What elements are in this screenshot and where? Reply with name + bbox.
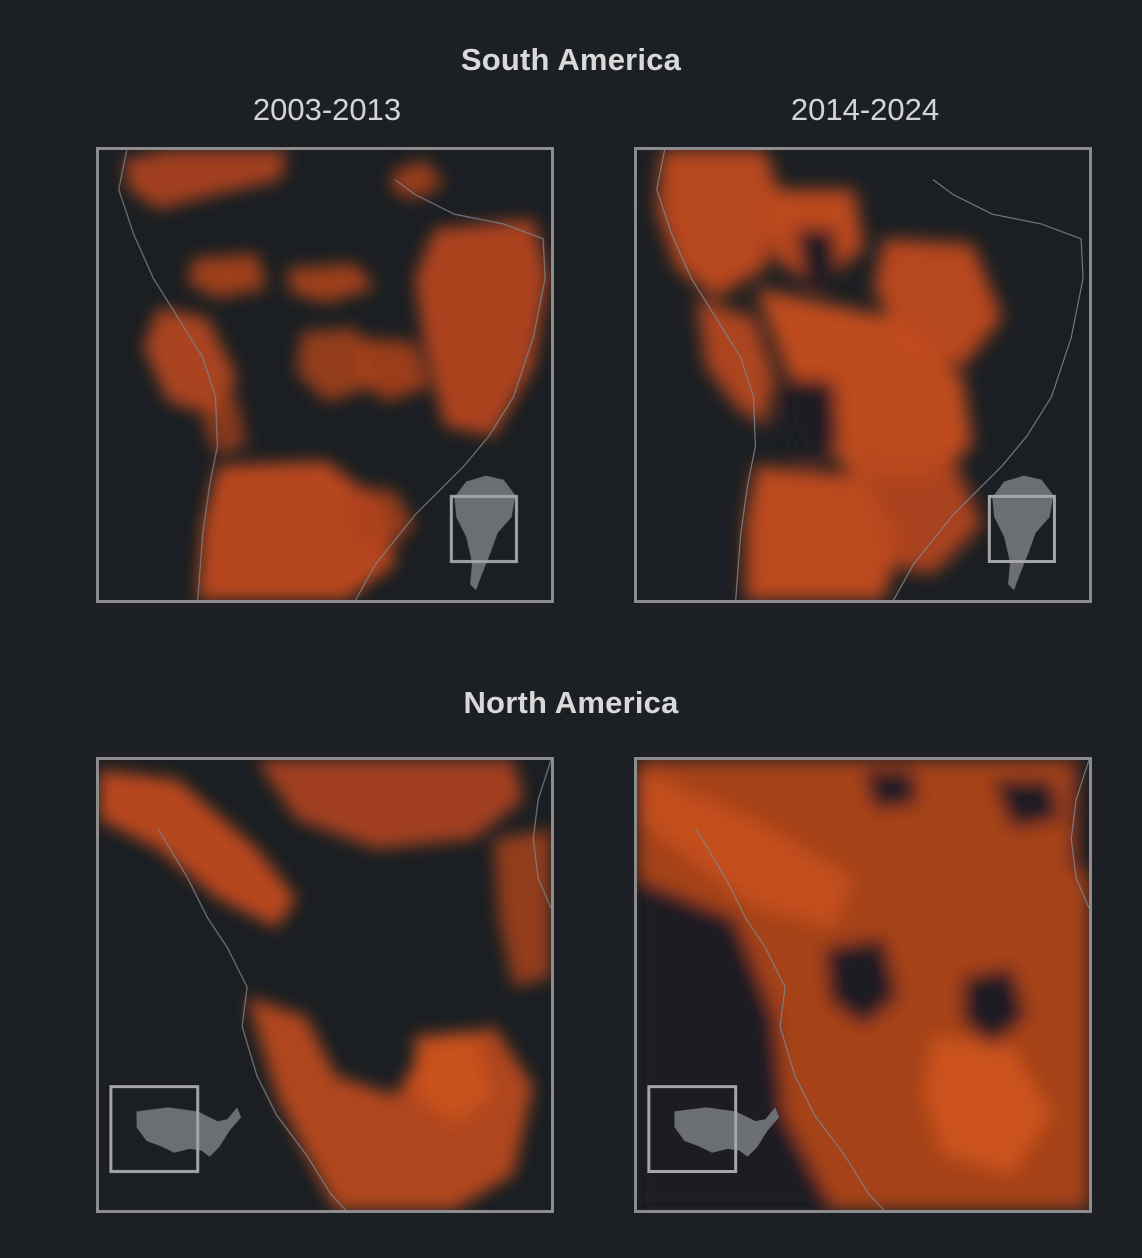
locator-box [987, 494, 1056, 563]
heat-layer [656, 150, 1003, 600]
locator-box [449, 494, 518, 563]
period-label-2003-2013: 2003-2013 [252, 92, 402, 127]
heatmap-north-america-2014-2024 [637, 760, 1089, 1210]
coastline [656, 150, 757, 600]
locator-inset [109, 1085, 242, 1173]
north-america-map-2003-2013 [96, 757, 554, 1213]
usa-locator-icon [136, 1107, 242, 1157]
locator-box [109, 1085, 200, 1173]
north-america-title: North America [463, 685, 679, 720]
heat-layer [123, 150, 549, 600]
locator-inset [987, 475, 1056, 591]
coastline-east [355, 179, 546, 600]
coastline [118, 150, 219, 600]
coastline-east [1070, 760, 1089, 909]
south-america-title: South America [460, 42, 682, 77]
locator-inset [647, 1085, 780, 1173]
heatmap-south-america-2003-2013 [118, 150, 549, 600]
period-label-2014-2024: 2014-2024 [790, 92, 940, 127]
coastline-east [893, 179, 1084, 600]
heatmap-south-america-2014-2024 [656, 150, 1084, 600]
coastline-east [532, 760, 551, 909]
south-america-map-2003-2013 [96, 147, 554, 603]
south-america-locator-icon [454, 475, 516, 591]
usa-locator-icon [674, 1107, 780, 1157]
coastline [157, 828, 347, 1210]
heatmap-north-america-2003-2013 [99, 760, 551, 1210]
south-america-locator-icon [992, 475, 1054, 591]
south-america-map-2014-2024 [634, 147, 1092, 603]
locator-inset [449, 475, 518, 591]
locator-box [647, 1085, 738, 1173]
coastline [695, 828, 885, 1210]
heat-layer [99, 760, 551, 1210]
north-america-map-2014-2024 [634, 757, 1092, 1213]
